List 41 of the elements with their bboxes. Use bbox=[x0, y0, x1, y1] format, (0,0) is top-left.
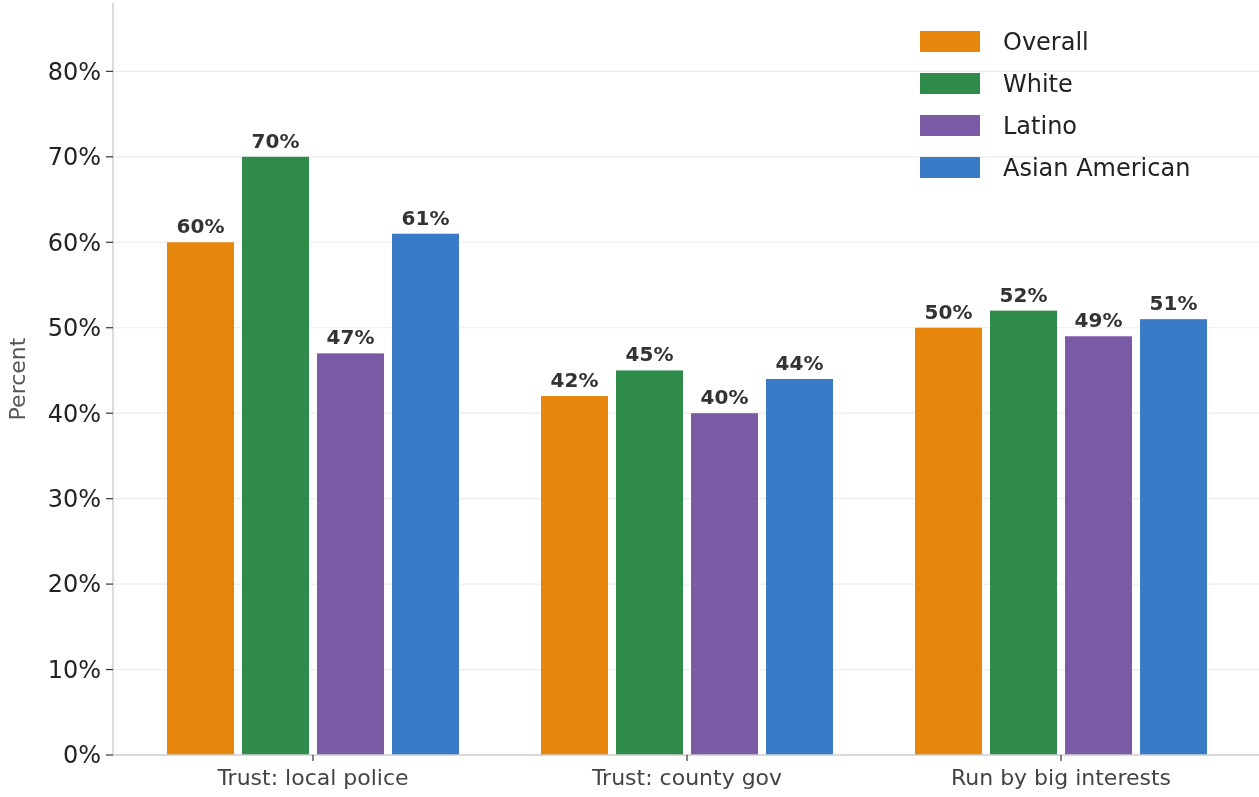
bar bbox=[915, 327, 982, 755]
bar bbox=[766, 379, 833, 755]
bar bbox=[1140, 319, 1207, 755]
y-tick-label: 40% bbox=[47, 399, 101, 428]
y-tick-label: 60% bbox=[47, 228, 101, 257]
y-tick-label: 0% bbox=[62, 741, 101, 770]
y-tick-label: 80% bbox=[47, 57, 101, 86]
y-tick-label: 30% bbox=[47, 485, 101, 514]
data-label: 44% bbox=[775, 351, 824, 375]
data-label: 51% bbox=[1149, 291, 1198, 316]
y-tick-label: 20% bbox=[47, 570, 101, 599]
bar bbox=[392, 233, 459, 755]
bar bbox=[167, 242, 234, 755]
bar bbox=[541, 396, 608, 755]
data-label: 60% bbox=[176, 214, 225, 239]
bar bbox=[1065, 336, 1132, 755]
data-label: 40% bbox=[700, 385, 749, 410]
data-label: 70% bbox=[251, 128, 300, 153]
x-tick-label: Trust: local police bbox=[216, 765, 409, 790]
legend-label: Latino bbox=[1003, 112, 1078, 140]
bar bbox=[317, 353, 384, 755]
data-label: 47% bbox=[326, 325, 375, 350]
x-tick-label: Run by big interests bbox=[950, 765, 1172, 790]
bar bbox=[691, 413, 758, 755]
y-tick-label: 50% bbox=[47, 314, 101, 343]
data-label: 61% bbox=[401, 205, 450, 230]
x-tick-label: Trust: county gov bbox=[590, 765, 783, 790]
data-label: 42% bbox=[550, 368, 599, 393]
bar bbox=[990, 310, 1057, 755]
bar bbox=[616, 370, 683, 755]
legend-label: Overall bbox=[1003, 28, 1089, 56]
data-label: 49% bbox=[1074, 308, 1123, 333]
data-label: 45% bbox=[625, 342, 674, 367]
data-label: 52% bbox=[999, 282, 1048, 307]
bar bbox=[242, 156, 309, 755]
y-tick-label: 70% bbox=[47, 143, 101, 172]
y-axis-title: Percent bbox=[5, 337, 30, 421]
legend-label: Asian American bbox=[1003, 154, 1191, 182]
y-tick-label: 10% bbox=[47, 655, 101, 684]
data-label: 50% bbox=[924, 299, 973, 324]
legend-label: White bbox=[1003, 70, 1073, 98]
